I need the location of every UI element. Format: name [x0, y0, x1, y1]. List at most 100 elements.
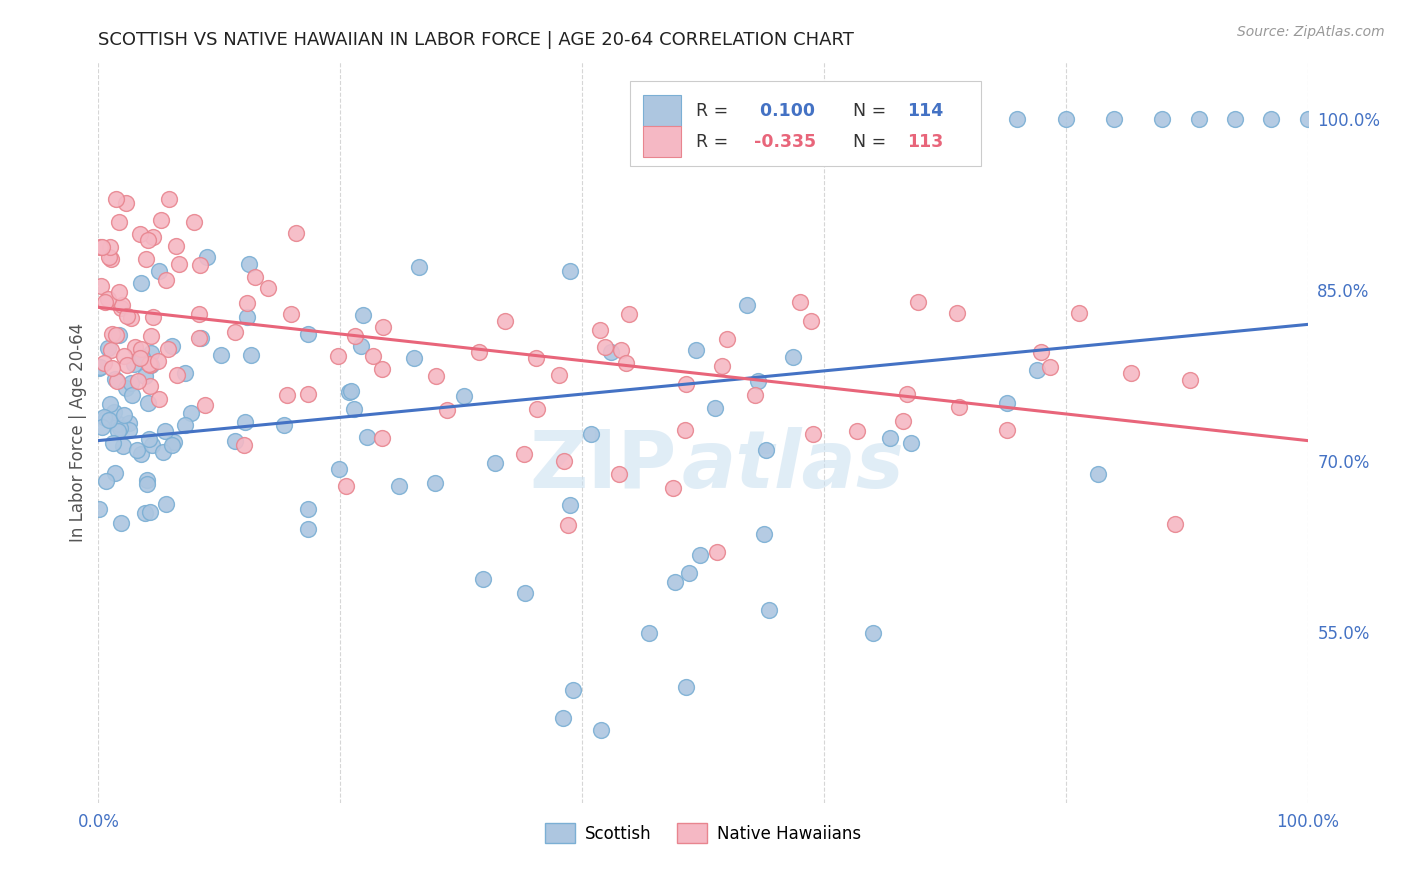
Point: [131, 350, 153, 364]
Point: [1007, 112, 1029, 127]
Point: [98, 413, 121, 427]
Point: [233, 415, 256, 429]
Point: [257, 281, 280, 295]
Point: [1296, 112, 1319, 127]
Point: [129, 342, 152, 356]
Point: [995, 395, 1018, 409]
Point: [138, 357, 160, 371]
Point: [1102, 112, 1125, 127]
Point: [187, 307, 209, 321]
Point: [1260, 112, 1282, 127]
Point: [129, 227, 152, 242]
Point: [134, 506, 156, 520]
Point: [127, 443, 149, 458]
Point: [111, 298, 134, 312]
Point: [468, 345, 491, 359]
Point: [97, 250, 120, 264]
Point: [276, 388, 298, 402]
Point: [716, 332, 738, 346]
Point: [97, 342, 120, 356]
Point: [120, 311, 142, 326]
FancyBboxPatch shape: [643, 95, 682, 126]
Point: [107, 425, 129, 439]
Point: [243, 269, 266, 284]
Point: [101, 360, 124, 375]
Point: [588, 323, 610, 337]
Point: [453, 389, 475, 403]
Point: [100, 252, 122, 267]
Point: [673, 423, 696, 437]
Y-axis label: In Labor Force | Age 20-64: In Labor Force | Age 20-64: [69, 323, 87, 542]
Point: [285, 227, 308, 241]
Point: [370, 362, 392, 376]
Point: [402, 351, 425, 366]
Point: [1039, 359, 1062, 374]
Point: [607, 467, 630, 481]
Point: [136, 233, 159, 247]
Point: [562, 682, 585, 697]
Point: [139, 378, 162, 392]
Point: [326, 349, 349, 363]
Point: [754, 527, 776, 541]
Point: [93, 410, 115, 425]
Point: [90, 279, 112, 293]
Point: [148, 392, 170, 406]
Point: [240, 348, 263, 362]
Point: [114, 381, 136, 395]
Point: [371, 319, 394, 334]
Text: 114: 114: [907, 102, 943, 120]
Point: [558, 264, 581, 278]
Point: [1026, 363, 1049, 377]
Point: [160, 338, 183, 352]
Point: [862, 626, 884, 640]
Point: [678, 566, 700, 580]
Point: [105, 374, 128, 388]
FancyBboxPatch shape: [643, 126, 682, 157]
Point: [155, 497, 177, 511]
Text: N =: N =: [853, 102, 891, 120]
Point: [100, 343, 122, 358]
Point: [166, 368, 188, 382]
Point: [581, 427, 603, 442]
Point: [425, 369, 447, 384]
Point: [512, 447, 534, 461]
Point: [1119, 366, 1142, 380]
Point: [115, 195, 138, 210]
Point: [90, 419, 112, 434]
Point: [758, 603, 780, 617]
Point: [100, 397, 122, 411]
Point: [174, 366, 197, 380]
Point: [236, 310, 259, 325]
Point: [896, 386, 918, 401]
Point: [664, 575, 686, 590]
Point: [280, 307, 302, 321]
Point: [801, 426, 824, 441]
Point: [675, 377, 697, 392]
Point: [436, 403, 458, 417]
Point: [134, 368, 156, 383]
Point: [87, 361, 110, 376]
Point: [146, 353, 169, 368]
Point: [614, 356, 637, 370]
Text: atlas: atlas: [682, 427, 904, 505]
Point: [755, 443, 778, 458]
Point: [139, 358, 162, 372]
Point: [273, 418, 295, 433]
Point: [846, 424, 869, 438]
Point: [297, 502, 319, 516]
Text: R =: R =: [696, 102, 734, 120]
Point: [789, 294, 811, 309]
Point: [800, 314, 823, 328]
Point: [101, 435, 124, 450]
Point: [352, 308, 374, 322]
Point: [689, 548, 711, 562]
Point: [343, 328, 366, 343]
Point: [108, 215, 131, 229]
Legend: Scottish, Native Hawaiians: Scottish, Native Hawaiians: [538, 816, 868, 850]
Point: [735, 298, 758, 312]
Point: [236, 296, 259, 310]
Point: [907, 294, 929, 309]
Point: [297, 327, 319, 342]
Text: N =: N =: [853, 133, 891, 151]
Point: [167, 257, 190, 271]
